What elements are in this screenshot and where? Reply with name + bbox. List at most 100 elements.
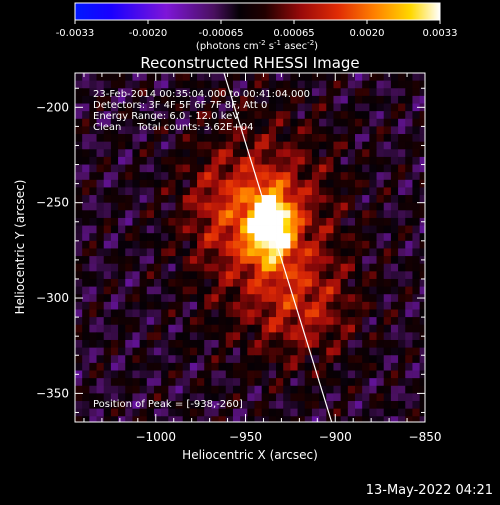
heatmap-cell — [362, 385, 370, 394]
heatmap-cell — [189, 362, 198, 371]
heatmap-cell — [398, 408, 406, 417]
heatmap-cell — [304, 416, 313, 422]
heatmap-cell — [405, 271, 413, 280]
heatmap-cell — [340, 385, 349, 394]
heatmap-cell — [405, 256, 413, 265]
heatmap-cell — [182, 118, 191, 127]
heatmap-cell — [254, 332, 263, 341]
heatmap-cell — [398, 240, 406, 249]
heatmap-cell — [218, 134, 227, 143]
heatmap-cell — [232, 362, 241, 371]
heatmap-cell — [261, 317, 270, 326]
heatmap-cell — [225, 217, 234, 226]
heatmap-cell — [225, 256, 234, 265]
x-tick-label: −950 — [229, 430, 262, 444]
heatmap-cell — [204, 393, 212, 402]
heatmap-cell — [297, 95, 306, 104]
heatmap-cell — [311, 385, 320, 394]
heatmap-cell — [110, 271, 119, 280]
heatmap-cell — [376, 172, 385, 181]
heatmap-cell — [412, 172, 421, 181]
heatmap-cell — [326, 301, 334, 310]
colorbar-tick-label: -0.0020 — [129, 28, 168, 39]
heatmap-cell — [383, 126, 392, 135]
heatmap-cell — [283, 141, 291, 150]
heatmap-cell — [153, 317, 162, 326]
heatmap-cell — [333, 256, 342, 265]
heatmap-cell — [419, 111, 425, 120]
heatmap-cell — [103, 370, 112, 379]
heatmap-cell — [189, 149, 198, 158]
heatmap-cell — [103, 118, 112, 127]
heatmap-cell — [204, 88, 212, 97]
heatmap-cell — [412, 73, 421, 82]
heatmap-cell — [232, 248, 241, 257]
heatmap-cell — [340, 332, 349, 341]
heatmap-cell — [146, 355, 155, 364]
heatmap-cell — [75, 156, 83, 165]
heatmap-cell — [276, 408, 284, 417]
heatmap-cell — [383, 179, 392, 188]
heatmap-cell — [333, 355, 342, 364]
heatmap-cell — [161, 385, 169, 394]
heatmap-cell — [398, 362, 406, 371]
heatmap-cell — [118, 378, 126, 387]
heatmap-cell — [297, 401, 306, 410]
heatmap-cell — [276, 210, 284, 219]
heatmap-cell — [175, 416, 184, 422]
heatmap-cell — [161, 88, 169, 97]
heatmap-cell — [254, 378, 263, 387]
heatmap-cell — [232, 408, 241, 417]
heatmap-cell — [75, 95, 83, 104]
heatmap-cell — [75, 88, 83, 97]
heatmap-cell — [132, 324, 141, 333]
heatmap-cell — [398, 172, 406, 181]
heatmap-cell — [103, 126, 112, 135]
heatmap-cell — [362, 118, 370, 127]
heatmap-cell — [268, 240, 277, 249]
heatmap-cell — [376, 309, 385, 318]
heatmap-cell — [390, 179, 399, 188]
heatmap-cell — [412, 393, 421, 402]
heatmap-cell — [161, 309, 169, 318]
heatmap-cell — [390, 317, 399, 326]
heatmap-cell — [268, 156, 277, 165]
heatmap-cell — [82, 88, 90, 97]
heatmap-cell — [182, 401, 191, 410]
heatmap-cell — [132, 362, 141, 371]
heatmap-cell — [319, 126, 327, 135]
heatmap-cell — [369, 362, 377, 371]
heatmap-cell — [153, 172, 162, 181]
heatmap-cell — [405, 263, 413, 272]
heatmap-cell — [118, 332, 126, 341]
heatmap-cell — [333, 416, 342, 422]
heatmap-cell — [225, 324, 234, 333]
heatmap-cell — [146, 301, 155, 310]
heatmap-cell — [376, 385, 385, 394]
heatmap-cell — [398, 210, 406, 219]
heatmap-cell — [254, 156, 263, 165]
heatmap-cell — [362, 233, 370, 242]
heatmap-cell — [376, 286, 385, 295]
heatmap-cell — [225, 141, 234, 150]
heatmap-cell — [261, 339, 270, 349]
heatmap-cell — [383, 80, 392, 89]
heatmap-cell — [175, 195, 184, 204]
heatmap-cell — [218, 149, 227, 158]
heatmap-cell — [333, 317, 342, 326]
heatmap-cell — [390, 248, 399, 257]
heatmap-cell — [225, 393, 234, 402]
heatmap-cell — [340, 347, 349, 356]
heatmap-cell — [268, 324, 277, 333]
heatmap-cell — [390, 149, 399, 158]
heatmap-cell — [398, 134, 406, 143]
heatmap-cell — [168, 271, 176, 280]
heatmap-cell — [261, 118, 270, 127]
heatmap-cell — [153, 225, 162, 234]
heatmap-cell — [103, 347, 112, 356]
heatmap-cell — [175, 118, 184, 127]
heatmap-cell — [333, 141, 342, 150]
heatmap-cell — [333, 339, 342, 349]
heatmap-cell — [218, 416, 227, 422]
heatmap-cell — [369, 385, 377, 394]
